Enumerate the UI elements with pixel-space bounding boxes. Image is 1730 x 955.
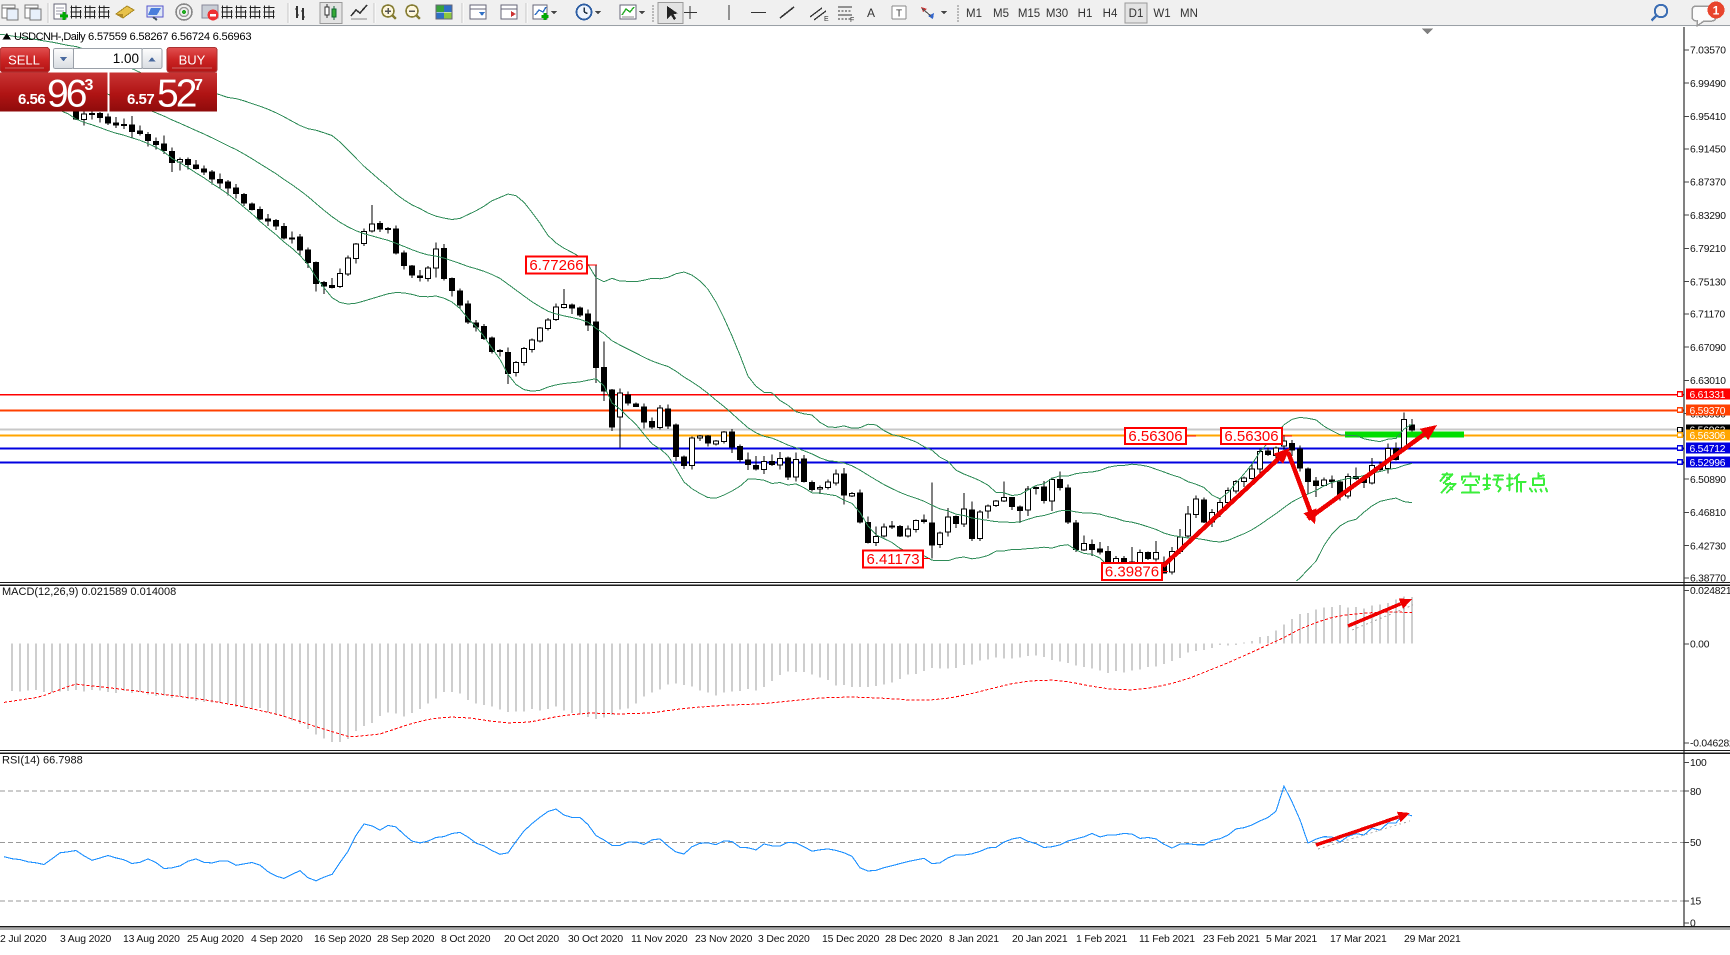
svg-text:M15: M15 [1018,8,1040,20]
svg-text:6.54712: 6.54712 [1690,444,1726,455]
svg-text:1: 1 [1713,4,1720,18]
svg-text:6.95410: 6.95410 [1690,112,1726,123]
svg-text:52: 52 [157,73,196,116]
svg-text:SELL: SELL [8,53,40,68]
svg-text:8 Oct 2020: 8 Oct 2020 [441,934,491,945]
svg-text:3: 3 [85,77,94,94]
svg-text:2 Jul 2020: 2 Jul 2020 [0,934,47,945]
svg-text:23 Feb 2021: 23 Feb 2021 [1203,934,1260,945]
svg-text:20 Oct 2020: 20 Oct 2020 [504,934,559,945]
svg-text:1.00: 1.00 [113,51,139,66]
svg-text:6.71170: 6.71170 [1690,310,1726,321]
svg-text:0.024821: 0.024821 [1690,586,1730,597]
svg-text:A: A [867,6,875,20]
svg-text:USDCNH-,Daily: USDCNH-,Daily [14,31,86,43]
svg-text:16 Sep 2020: 16 Sep 2020 [314,934,372,945]
svg-text:6.41173: 6.41173 [866,551,919,568]
svg-text:6.56: 6.56 [18,91,45,108]
svg-text:W1: W1 [1153,8,1170,20]
svg-text:BUY: BUY [179,53,206,68]
svg-text:D1: D1 [1129,8,1144,20]
svg-text:0: 0 [1690,919,1696,930]
svg-text:6.79210: 6.79210 [1690,244,1726,255]
svg-text:6.56306: 6.56306 [1128,428,1182,445]
svg-text:6.42730: 6.42730 [1690,541,1726,552]
svg-text:RSI(14) 66.7988: RSI(14) 66.7988 [2,755,83,767]
svg-text:6.87370: 6.87370 [1690,178,1726,189]
svg-text:6.57559 6.58267 6.56724 6.5696: 6.57559 6.58267 6.56724 6.56963 [88,31,251,43]
svg-text:6.56306: 6.56306 [1690,431,1726,442]
svg-text:6.52996: 6.52996 [1690,458,1726,469]
svg-text:8 Jan 2021: 8 Jan 2021 [949,934,999,945]
svg-text:6.50890: 6.50890 [1690,475,1726,486]
svg-text:100: 100 [1690,758,1707,769]
svg-text:F: F [850,17,854,24]
svg-text:6.61331: 6.61331 [1690,390,1726,401]
svg-text:6.57: 6.57 [127,91,154,108]
svg-text:29 Mar 2021: 29 Mar 2021 [1404,934,1461,945]
svg-text:6.63010: 6.63010 [1690,376,1726,387]
svg-text:H4: H4 [1103,8,1118,20]
svg-text:6.77266: 6.77266 [529,257,583,274]
svg-text:-0.046282: -0.046282 [1690,739,1730,750]
svg-text:50: 50 [1690,838,1702,849]
svg-text:6.91450: 6.91450 [1690,144,1726,155]
svg-text:28 Dec 2020: 28 Dec 2020 [885,934,943,945]
svg-text:3 Dec 2020: 3 Dec 2020 [758,934,810,945]
svg-text:20 Jan 2021: 20 Jan 2021 [1012,934,1068,945]
svg-text:6.83290: 6.83290 [1690,211,1726,222]
svg-text:7.03570: 7.03570 [1690,46,1726,57]
svg-text:7: 7 [194,77,203,94]
svg-text:M1: M1 [966,8,982,20]
svg-text:0.00: 0.00 [1690,640,1710,651]
svg-text:6.59370: 6.59370 [1690,406,1726,417]
svg-text:3 Aug 2020: 3 Aug 2020 [60,934,111,945]
svg-text:6.38770: 6.38770 [1690,574,1726,585]
svg-text:13 Aug 2020: 13 Aug 2020 [123,934,180,945]
svg-text:M30: M30 [1046,8,1068,20]
svg-text:96: 96 [47,73,86,116]
svg-text:E: E [824,16,829,23]
svg-text:15: 15 [1690,896,1702,907]
svg-text:6.67090: 6.67090 [1690,343,1726,354]
svg-text:23 Nov 2020: 23 Nov 2020 [695,934,753,945]
svg-text:H1: H1 [1078,8,1093,20]
svg-text:T: T [896,9,902,20]
svg-text:6.75130: 6.75130 [1690,277,1726,288]
svg-text:6.56306: 6.56306 [1224,428,1278,445]
svg-text:6.39876: 6.39876 [1105,564,1159,581]
svg-text:30 Oct 2020: 30 Oct 2020 [568,934,623,945]
svg-text:MN: MN [1180,8,1198,20]
svg-text:MACD(12,26,9) 0.021589 0.01400: MACD(12,26,9) 0.021589 0.014008 [2,586,176,598]
svg-text:M5: M5 [993,8,1009,20]
svg-text:4 Sep 2020: 4 Sep 2020 [251,934,303,945]
svg-text:28 Sep 2020: 28 Sep 2020 [377,934,435,945]
svg-text:11 Nov 2020: 11 Nov 2020 [631,934,688,945]
svg-text:11 Feb 2021: 11 Feb 2021 [1139,934,1195,945]
svg-text:6.99490: 6.99490 [1690,79,1726,90]
svg-text:25 Aug 2020: 25 Aug 2020 [187,934,244,945]
svg-text:5 Mar 2021: 5 Mar 2021 [1266,934,1317,945]
svg-text:17 Mar 2021: 17 Mar 2021 [1330,934,1387,945]
svg-text:6.46810: 6.46810 [1690,508,1726,519]
svg-text:1 Feb 2021: 1 Feb 2021 [1076,934,1127,945]
svg-text:15 Dec 2020: 15 Dec 2020 [822,934,880,945]
svg-text:80: 80 [1690,787,1702,798]
